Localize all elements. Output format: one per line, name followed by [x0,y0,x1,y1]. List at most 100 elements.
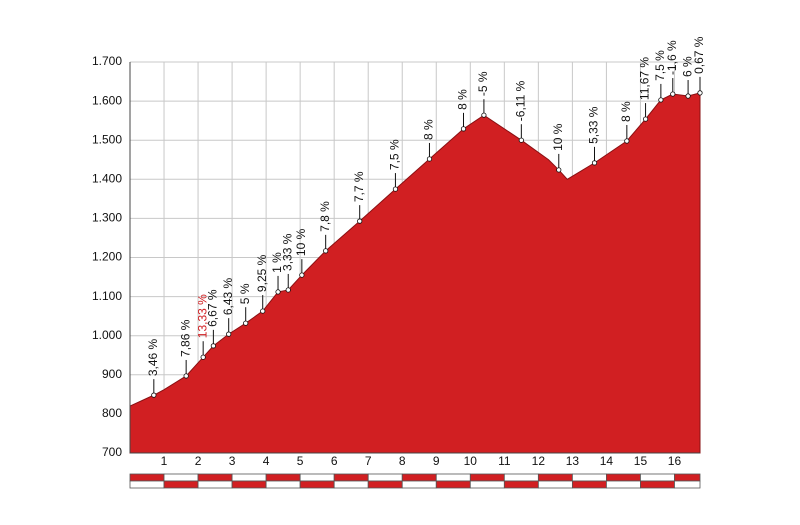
km-strip [197,473,233,482]
marker [260,308,266,314]
km-strip [367,480,403,489]
gradient-label: 13,33 % [195,294,209,338]
marker [591,160,598,166]
marker [210,343,216,349]
marker [624,138,630,144]
gradient-label: 7,7 % [352,171,366,202]
km-strip [129,473,165,482]
gradient-label: 7,5 % [388,139,402,170]
gradient-label: 8 % [422,119,436,140]
km-strip [571,473,607,482]
gradient-label: 6,67 % [206,289,220,327]
km-strip [163,473,199,482]
gradient-label: -1,6 % [665,40,679,75]
km-strip [674,480,701,489]
marker [392,186,399,192]
gradient-label: 8 % [456,89,470,110]
km-strip [401,473,437,482]
km-strip [299,480,335,489]
x-tick-label: 2 [195,454,202,468]
marker [183,373,189,379]
gradient-label: 7,8 % [318,201,332,232]
km-strip [333,480,369,489]
marker [556,167,562,173]
marker [426,156,433,162]
y-tick-label: 900 [102,367,122,381]
gradient-label: 10 % [551,123,565,151]
x-tick-label: 4 [263,454,270,468]
marker [518,137,524,143]
marker [685,93,691,99]
gradient-label: 11,67 % [638,57,652,100]
marker [226,331,232,337]
marker [200,354,206,360]
y-tick-label: 800 [102,406,122,420]
km-strip [367,473,403,482]
km-strip [640,480,675,489]
km-strip [401,480,437,489]
gradient-label: -6,11 % [514,80,528,121]
km-strip [333,473,369,482]
gradient-label: 7,86 % [178,319,192,357]
gradient-label: 3,46 % [146,338,160,376]
gradient-label: 8 % [619,101,633,122]
y-tick-label: 1.200 [92,250,122,264]
x-tick-label: 8 [399,454,406,468]
marker [243,320,249,326]
gradient-label: 6,43 % [221,277,235,315]
km-strip [606,473,641,482]
x-tick-label: 7 [365,454,372,468]
elevation-area [129,92,701,454]
km-strip [435,480,471,489]
y-tick-label: 1.000 [92,328,122,342]
x-tick-label: 9 [433,454,440,468]
km-strip [469,473,505,482]
km-strip [674,473,701,482]
km-strip [197,480,233,489]
y-tick-label: 1.700 [92,54,122,68]
gradient-label: 10 % [294,228,308,256]
gradient-label: 1 % [270,252,284,273]
km-strip [537,473,573,482]
km-strip [435,473,471,482]
gradient-label: 0,67 % [692,36,706,74]
marker [323,248,329,254]
km-strip [640,473,675,482]
gradient-label: 5,33 % [587,106,601,144]
km-strip [537,480,573,489]
gradient-label: 3,33 % [280,233,294,271]
gradient-label: 9,25 % [255,254,269,292]
y-tick-label: 1.500 [92,132,122,146]
marker [285,287,291,293]
gradient-label: 6 % [680,56,694,77]
x-tick-label: 16 [668,454,682,468]
x-tick-label: 10 [464,454,478,468]
x-tick-label: 15 [634,454,648,468]
marker [697,90,703,96]
y-tick-label: 1.600 [92,93,122,107]
km-strip [231,473,267,482]
marker [642,116,649,122]
km-strip [503,473,539,482]
km-strip [265,473,301,482]
km-strip [606,480,641,489]
marker [299,272,305,278]
km-strip [231,480,267,489]
marker [357,218,363,224]
x-tick-label: 14 [600,454,614,468]
km-strip [571,480,607,489]
x-tick-label: 13 [566,454,580,468]
marker [481,112,487,118]
marker [670,91,676,97]
marker [151,392,157,398]
y-tick-label: 1.400 [92,171,122,185]
y-tick-label: 1.300 [92,211,122,225]
x-tick-label: 11 [498,454,511,468]
gradient-label: 5 % [238,283,252,304]
y-tick-label: 1.100 [92,289,122,303]
x-tick-label: 3 [229,454,236,468]
y-tick-label: 700 [102,445,122,459]
km-strip [299,473,335,482]
km-strip [265,480,301,489]
